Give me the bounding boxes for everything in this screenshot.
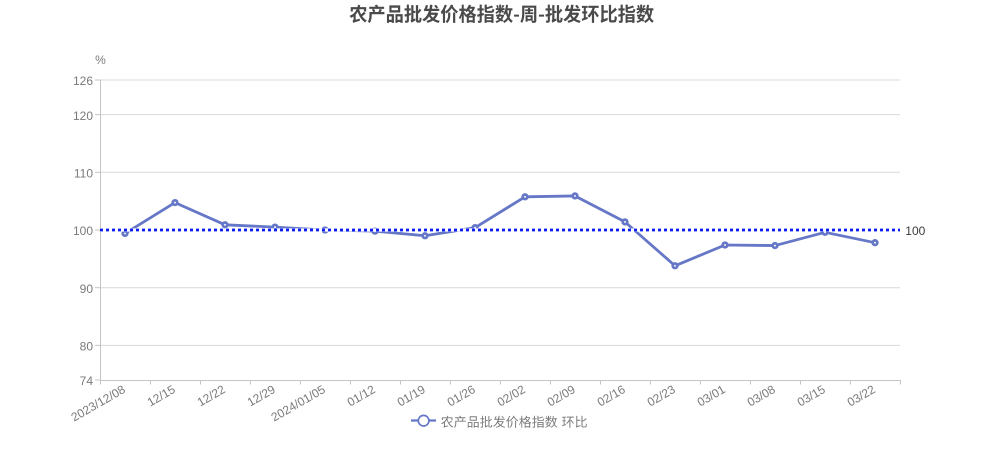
svg-text:100: 100	[73, 224, 93, 238]
svg-text:74: 74	[80, 374, 94, 388]
svg-text:90: 90	[80, 282, 94, 296]
svg-text:120: 120	[73, 109, 93, 123]
svg-text:100: 100	[905, 224, 925, 238]
svg-text:%: %	[95, 53, 106, 67]
svg-text:80: 80	[80, 340, 94, 354]
svg-text:110: 110	[74, 167, 93, 181]
svg-text:126: 126	[73, 74, 93, 88]
